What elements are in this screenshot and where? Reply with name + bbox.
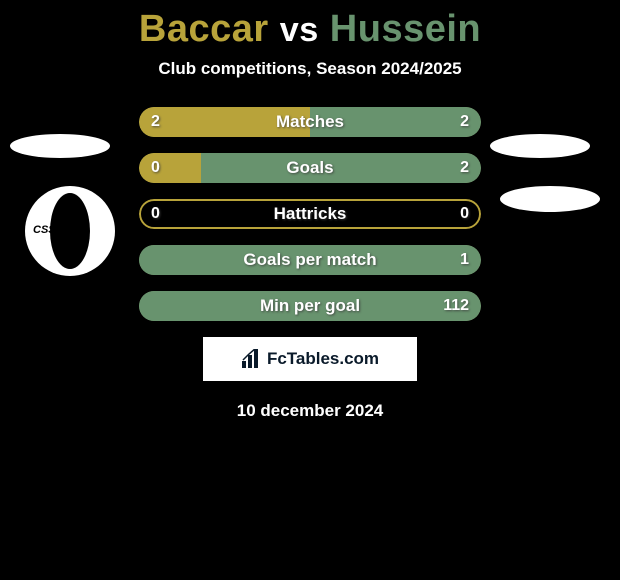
subtitle: Club competitions, Season 2024/2025 (0, 59, 620, 79)
stat-label: Min per goal (139, 291, 481, 321)
club-crest-stripe (50, 193, 90, 269)
stat-value-right: 2 (460, 153, 469, 183)
brand-footer: FcTables.com (203, 337, 417, 381)
date-label: 10 december 2024 (0, 401, 620, 421)
stat-row: Hattricks0 0 (139, 199, 481, 229)
stat-label: Matches (139, 107, 481, 137)
stat-value-left: 0 (151, 153, 160, 183)
stat-label: Goals per match (139, 245, 481, 275)
brand-name: FcTables.com (267, 349, 379, 369)
stat-label: Hattricks (139, 199, 481, 229)
stat-row: Goals0 2 (139, 153, 481, 183)
page-title: Baccar vs Hussein (0, 0, 620, 51)
player-right-name: Hussein (330, 8, 481, 50)
vs-separator: vs (280, 11, 319, 49)
club-badge-right-mid (500, 186, 600, 212)
stat-rows: Matches22Goals02Hattricks00Goals per mat… (139, 107, 481, 321)
stat-value-left: 2 (151, 107, 160, 137)
chart-bars-icon (241, 349, 263, 369)
stat-label: Goals (139, 153, 481, 183)
stat-value-left: 0 (151, 199, 160, 229)
club-badge-left-top (10, 134, 110, 158)
player-left-name: Baccar (139, 8, 269, 50)
comparison-chart: CSS Matches22Goals02Hattricks00Goals per… (0, 107, 620, 321)
stat-row: Matches2 2 (139, 107, 481, 137)
stat-value-right: 112 (443, 291, 469, 321)
stat-row: Min per goal112 (139, 291, 481, 321)
club-badge-right-top (490, 134, 590, 158)
club-badge-left-crest: CSS (25, 186, 115, 276)
stat-value-right: 1 (460, 245, 469, 275)
stat-value-right: 2 (460, 107, 469, 137)
stat-row: Goals per match1 (139, 245, 481, 275)
stat-value-right: 0 (460, 199, 469, 229)
club-crest-text: CSS (33, 224, 56, 236)
